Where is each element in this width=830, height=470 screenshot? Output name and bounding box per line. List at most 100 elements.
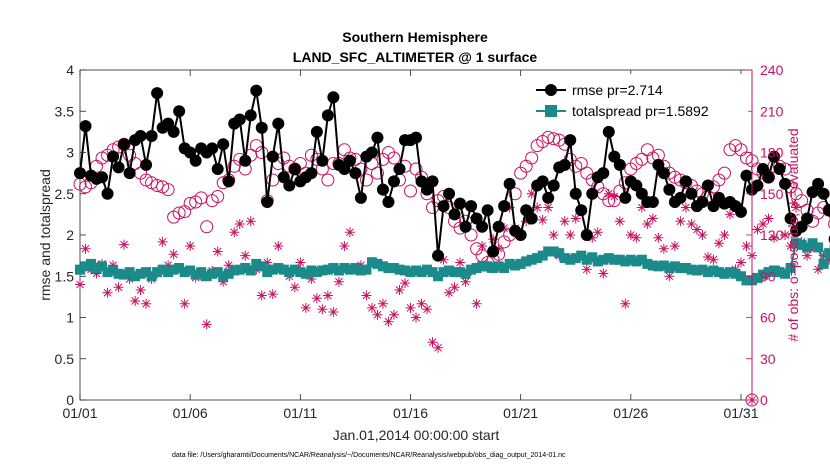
obs-evaluated-point [719, 230, 730, 240]
obs-evaluated-point [113, 282, 124, 293]
totalspread-point [295, 267, 306, 278]
totalspread-point [774, 267, 785, 278]
totalspread-point [355, 265, 366, 276]
y-tick-label: 3.5 [55, 103, 75, 119]
rmse-point [382, 196, 395, 208]
y-tick-label: 2 [66, 227, 74, 243]
totalspread-point [152, 267, 163, 278]
totalspread-point [642, 258, 653, 269]
totalspread-point [510, 260, 521, 271]
rmse-point [547, 179, 560, 192]
rmse-point [613, 158, 626, 171]
obs-evaluated-point [141, 298, 152, 309]
totalspread-point [97, 261, 108, 272]
obs-evaluated-point [559, 216, 570, 227]
obs-evaluated-point [565, 230, 576, 240]
rmse-point [784, 212, 797, 225]
totalspread-point [433, 271, 444, 282]
obs-evaluated-point [631, 232, 642, 243]
totalspread-point [146, 271, 157, 282]
obs-evaluated-point [322, 290, 333, 301]
totalspread-point [333, 265, 344, 276]
rmse-point [465, 200, 478, 213]
totalspread-point [713, 267, 724, 278]
totalspread-point [91, 263, 102, 273]
totalspread-point [388, 263, 399, 273]
rmse-point [349, 167, 362, 180]
totalspread-point [691, 265, 702, 276]
rmse-point [189, 154, 202, 167]
rmse-point [679, 175, 692, 188]
obs-evaluated-point [405, 302, 416, 313]
totalspread-point [482, 261, 493, 272]
obs-possible-point [508, 187, 522, 201]
obs-evaluated-point [449, 282, 460, 293]
y-tick-label: 0 [66, 392, 74, 408]
totalspread-point [157, 264, 168, 275]
totalspread-point [769, 265, 780, 276]
rmse-point [657, 167, 670, 180]
totalspread-point [377, 261, 388, 272]
obs-evaluated-point [455, 257, 466, 268]
obs-evaluated-point [702, 252, 713, 262]
obs-evaluated-point [75, 279, 85, 290]
rmse-point [255, 121, 268, 134]
rmse-point [701, 179, 714, 192]
totalspread-point [223, 268, 234, 279]
totalspread-point [196, 267, 207, 278]
rmse-point [79, 120, 92, 133]
totalspread-point [350, 263, 361, 273]
totalspread-point [405, 267, 416, 278]
rmse-point [118, 138, 131, 151]
rmse-point [476, 220, 489, 233]
totalspread-point [499, 263, 510, 273]
totalspread-point [488, 263, 499, 273]
totalspread-point [108, 265, 119, 276]
x-tick-label: 01/06 [173, 405, 208, 421]
y2-tick-label: 210 [760, 103, 784, 119]
totalspread-point [824, 248, 830, 259]
y-tick-label: 4 [66, 62, 74, 78]
data-layer [73, 84, 830, 407]
obs-possible-point [200, 220, 214, 234]
obs-evaluated-point [411, 312, 421, 323]
totalspread-point [724, 267, 735, 278]
rmse-point [354, 191, 367, 204]
rmse-point [646, 196, 659, 208]
rmse-point [801, 212, 814, 225]
totalspread-point [124, 267, 135, 278]
rmse-point [387, 175, 400, 188]
obs-evaluated-point [647, 213, 658, 224]
totalspread-point [780, 268, 791, 279]
legend-box [528, 74, 748, 120]
obs-evaluated-point [741, 241, 752, 251]
totalspread-point [796, 239, 807, 250]
totalspread-point [697, 264, 708, 275]
totalspread-point [669, 261, 680, 272]
obs-evaluated-point [422, 304, 433, 315]
y2-tick-label: 180 [760, 145, 784, 161]
obs-possible-point [211, 190, 225, 203]
obs-evaluated-point [300, 302, 311, 313]
obs-evaluated-point [543, 202, 554, 213]
totalspread-point [526, 254, 537, 265]
legend-spread-marker [545, 105, 557, 117]
totalspread-point [366, 257, 377, 268]
rmse-point [602, 125, 615, 138]
obs-evaluated-point [372, 309, 383, 320]
obs-evaluated-point [339, 241, 350, 251]
rmse-point [134, 130, 147, 142]
totalspread-point [444, 265, 455, 276]
obs-possible-point [635, 152, 649, 166]
rmse-point [569, 187, 582, 200]
rmse-point [575, 204, 588, 217]
totalspread-point [702, 267, 713, 278]
obs-evaluated-point [234, 219, 245, 229]
y2-tick-label: 0 [760, 392, 768, 408]
y-axis-label: rmse and totalspread [37, 169, 53, 301]
obs-evaluated-point [697, 230, 708, 240]
rmse-point [685, 187, 698, 200]
plot-area [79, 69, 753, 401]
totalspread-point [664, 263, 675, 273]
